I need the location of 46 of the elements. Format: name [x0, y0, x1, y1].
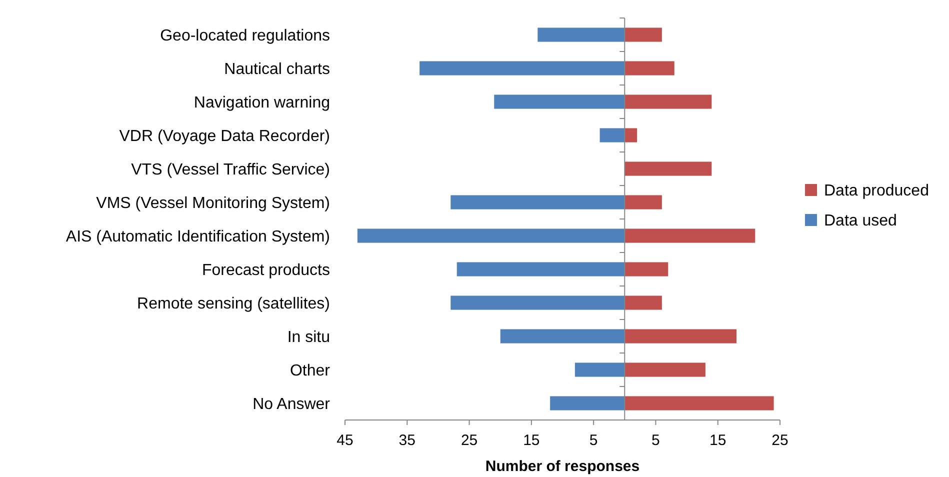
x-tick-label: 5 — [652, 432, 660, 449]
y-tick-label: VMS (Vessel Monitoring System) — [96, 194, 330, 212]
y-tick-label: Forecast products — [202, 262, 330, 279]
bar — [624, 228, 756, 243]
bar — [624, 128, 638, 142]
x-tick-label: 5 — [589, 432, 598, 449]
bar — [624, 28, 662, 42]
legend-label: Data used — [824, 212, 897, 230]
bar — [550, 396, 625, 410]
y-tick-label: In situ — [287, 328, 330, 346]
y-tick-label: AIS (Automatic Identification System) — [66, 228, 330, 246]
legend-label: Data produced — [824, 182, 929, 200]
x-tick-label: 15 — [523, 432, 540, 449]
bar — [624, 61, 674, 76]
x-tick-label: 25 — [460, 432, 478, 449]
bar — [494, 94, 625, 109]
bar — [538, 28, 625, 42]
y-tick-label: Remote sensing (satellites) — [137, 295, 330, 312]
bar — [624, 329, 736, 344]
x-tick-label: 35 — [398, 432, 416, 449]
bar — [456, 262, 625, 276]
bar — [600, 128, 625, 142]
y-tick-label: Nautical charts — [224, 60, 330, 78]
bar — [624, 162, 712, 176]
bar — [624, 296, 662, 310]
bar — [500, 329, 625, 344]
bar — [450, 195, 625, 210]
x-axis-title: Number of responses — [485, 458, 640, 475]
y-tick-label: Geo-located regulations — [160, 27, 330, 44]
x-tick-label: 25 — [772, 432, 788, 449]
y-tick-label: No Answer — [252, 396, 331, 413]
x-tick-label: 15 — [710, 432, 726, 449]
bar — [624, 396, 774, 410]
y-tick-label: VTS (Vessel Traffic Service) — [131, 161, 330, 178]
bar — [624, 94, 712, 109]
bar — [450, 296, 625, 310]
x-tick-label: 45 — [336, 432, 354, 449]
y-tick-label: Navigation warning — [194, 94, 330, 112]
bar — [357, 228, 625, 243]
y-tick-label: Other — [290, 362, 331, 380]
bar — [624, 362, 706, 377]
bar — [624, 262, 668, 276]
bar — [624, 195, 662, 210]
bar — [420, 61, 625, 76]
bar — [574, 362, 625, 377]
y-tick-label: VDR (Voyage Data Recorder) — [119, 128, 330, 145]
